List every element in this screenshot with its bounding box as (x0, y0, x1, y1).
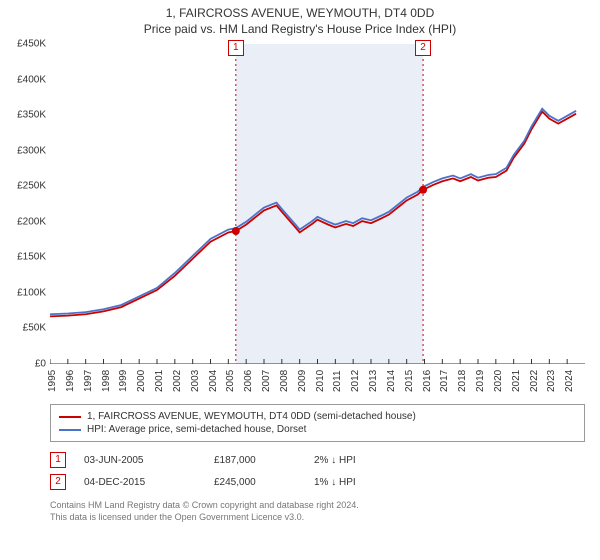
legend-label: 1, FAIRCROSS AVENUE, WEYMOUTH, DT4 0DD (… (87, 411, 416, 422)
y-axis-label: £50K (23, 323, 46, 334)
x-axis-label: 2017 (439, 370, 450, 392)
x-axis-label: 2009 (297, 370, 308, 392)
x-axis-label: 2011 (332, 370, 343, 392)
footer-line: This data is licensed under the Open Gov… (50, 512, 585, 524)
legend-item: 1, FAIRCROSS AVENUE, WEYMOUTH, DT4 0DD (… (59, 411, 576, 422)
page-title: 1, FAIRCROSS AVENUE, WEYMOUTH, DT4 0DD (0, 6, 600, 20)
x-axis-label: 2003 (190, 370, 201, 392)
x-axis-label: 2001 (154, 370, 165, 392)
x-axis-label: 2004 (208, 370, 219, 392)
x-axis-label: 2020 (493, 370, 504, 392)
x-axis-label: 1996 (65, 370, 76, 392)
x-axis-label: 1997 (83, 370, 94, 392)
transaction-row: 2 04-DEC-2015 £245,000 1% ↓ HPI (50, 474, 585, 490)
page-subtitle: Price paid vs. HM Land Registry's House … (0, 22, 600, 36)
x-axis-label: 2019 (475, 370, 486, 392)
x-axis-label: 2023 (546, 370, 557, 392)
legend: 1, FAIRCROSS AVENUE, WEYMOUTH, DT4 0DD (… (50, 404, 585, 442)
transaction-row: 1 03-JUN-2005 £187,000 2% ↓ HPI (50, 452, 585, 468)
transaction-delta: 1% ↓ HPI (314, 477, 356, 488)
x-axis-label: 2016 (422, 370, 433, 392)
x-axis-label: 1995 (47, 370, 58, 392)
transaction-date: 04-DEC-2015 (84, 477, 214, 488)
x-axis-label: 2018 (457, 370, 468, 392)
transaction-index: 2 (50, 474, 66, 490)
legend-swatch (59, 429, 81, 431)
x-axis-label: 1999 (118, 370, 129, 392)
legend-swatch (59, 416, 81, 418)
y-axis-label: £400K (17, 74, 46, 85)
y-axis-label: £0 (35, 359, 46, 370)
y-axis-label: £250K (17, 181, 46, 192)
y-axis-label: £150K (17, 252, 46, 263)
x-axis-label: 2000 (136, 370, 147, 392)
x-axis-label: 2015 (404, 370, 415, 392)
x-axis-label: 2024 (564, 370, 575, 392)
y-axis-label: £350K (17, 110, 46, 121)
transaction-delta: 2% ↓ HPI (314, 455, 356, 466)
y-axis-label: £100K (17, 287, 46, 298)
transaction-price: £187,000 (214, 455, 314, 466)
x-axis-label: 2005 (225, 370, 236, 392)
transactions-table: 1 03-JUN-2005 £187,000 2% ↓ HPI 2 04-DEC… (50, 452, 585, 490)
x-axis-label: 2013 (368, 370, 379, 392)
transaction-date: 03-JUN-2005 (84, 455, 214, 466)
legend-label: HPI: Average price, semi-detached house,… (87, 424, 306, 435)
x-axis-label: 1998 (101, 370, 112, 392)
y-axis-label: £450K (17, 39, 46, 50)
y-axis-label: £200K (17, 216, 46, 227)
transaction-index: 1 (50, 452, 66, 468)
chart-callout: 2 (415, 40, 431, 56)
chart-callout: 1 (228, 40, 244, 56)
x-axis-label: 2007 (261, 370, 272, 392)
x-axis-label: 2012 (350, 370, 361, 392)
footer-line: Contains HM Land Registry data © Crown c… (50, 500, 585, 512)
x-axis-label: 2002 (172, 370, 183, 392)
x-axis-label: 2021 (511, 370, 522, 392)
x-axis-label: 2010 (315, 370, 326, 392)
chart-svg (50, 44, 585, 364)
transaction-price: £245,000 (214, 477, 314, 488)
x-axis-label: 2008 (279, 370, 290, 392)
x-axis-label: 2006 (243, 370, 254, 392)
x-axis-label: 2014 (386, 370, 397, 392)
y-axis-label: £300K (17, 145, 46, 156)
footer-attribution: Contains HM Land Registry data © Crown c… (50, 500, 585, 523)
legend-item: HPI: Average price, semi-detached house,… (59, 424, 576, 435)
price-chart: £0£50K£100K£150K£200K£250K£300K£350K£400… (50, 44, 585, 364)
x-axis-label: 2022 (529, 370, 540, 392)
